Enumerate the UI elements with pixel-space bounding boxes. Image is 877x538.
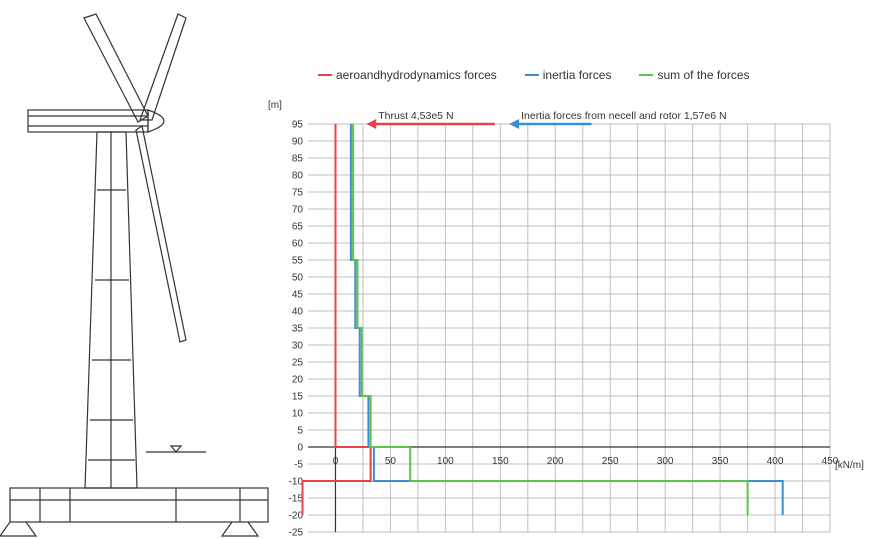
annotation-label-inertia: Inertia forces from necell and rotor 1,5… bbox=[521, 110, 726, 122]
legend-swatch-aero bbox=[318, 74, 332, 76]
y-tick-label: 35 bbox=[292, 324, 304, 335]
y-tick-label: 20 bbox=[292, 375, 304, 386]
series-line-aero bbox=[301, 124, 372, 515]
legend-item-inertia: inertia forces bbox=[524, 68, 612, 82]
annotation-arrowhead-aero bbox=[366, 119, 377, 129]
base-foot-right bbox=[220, 521, 260, 537]
x-tick-label: 350 bbox=[712, 456, 729, 467]
legend-label-inertia: inertia forces bbox=[542, 68, 612, 82]
legend-swatch-inertia bbox=[524, 74, 539, 76]
turbine-blade-upper-left bbox=[83, 13, 149, 123]
y-tick-label: 45 bbox=[292, 290, 304, 301]
x-tick-label: 150 bbox=[492, 456, 509, 467]
x-tick-label: 400 bbox=[767, 456, 784, 467]
x-tick-label: 450 bbox=[822, 456, 839, 467]
x-axis-label: [kN/m] bbox=[835, 460, 864, 471]
turbine-blade-lower bbox=[135, 125, 187, 343]
legend-item-aero: aeroandhydrodynamics forces bbox=[318, 68, 497, 82]
water-level-icon bbox=[169, 445, 183, 453]
x-tick-label: 100 bbox=[437, 456, 454, 467]
y-tick-label: -25 bbox=[289, 528, 304, 538]
chart-annotations: Thrust 4,53e5 N Inertia forces from necel… bbox=[366, 110, 727, 129]
y-tick-label: 95 bbox=[292, 120, 304, 131]
y-tick-label: 5 bbox=[297, 426, 303, 437]
y-tick-label: 25 bbox=[292, 358, 304, 369]
y-axis-label: [m] bbox=[268, 100, 282, 111]
y-tick-label: -5 bbox=[294, 460, 303, 471]
y-tick-label: -20 bbox=[289, 511, 304, 522]
y-tick-label: -15 bbox=[289, 494, 304, 505]
legend-swatch-sum bbox=[639, 74, 654, 76]
y-tick-label: 10 bbox=[292, 409, 304, 420]
chart-grid bbox=[308, 123, 831, 533]
y-tick-label: 75 bbox=[292, 188, 304, 199]
hub bbox=[147, 109, 165, 133]
y-tick-label: -10 bbox=[289, 477, 304, 488]
x-tick-label: 250 bbox=[602, 456, 619, 467]
force-chart: 95908580757065605550454035302520151050-5… bbox=[268, 100, 864, 538]
x-tick-label: 300 bbox=[657, 456, 674, 467]
x-tick-label: 200 bbox=[547, 456, 564, 467]
y-tick-label: 80 bbox=[292, 171, 304, 182]
chart-legend: aeroandhydrodynamics forces inertia forc… bbox=[318, 68, 750, 82]
legend-label-aero: aeroandhydrodynamics forces bbox=[336, 68, 497, 82]
floating-base bbox=[9, 487, 269, 523]
y-tick-label: 90 bbox=[292, 137, 304, 148]
y-tick-label: 40 bbox=[292, 307, 304, 318]
y-tick-label: 50 bbox=[292, 273, 304, 284]
base-foot-left bbox=[0, 521, 38, 537]
y-tick-label: 70 bbox=[292, 205, 304, 216]
chart-series bbox=[301, 124, 784, 515]
y-tick-label: 85 bbox=[292, 154, 304, 165]
turbine-blade-upper-right bbox=[139, 13, 187, 121]
annotation-arrowhead-inertia bbox=[509, 119, 520, 129]
series-line-sum bbox=[352, 124, 749, 515]
y-tick-label: 30 bbox=[292, 341, 304, 352]
legend-label-sum: sum of the forces bbox=[657, 68, 750, 82]
y-tick-label: 60 bbox=[292, 239, 304, 250]
wind-turbine-drawing bbox=[0, 13, 269, 537]
y-tick-label: 65 bbox=[292, 222, 304, 233]
y-tick-label: 15 bbox=[292, 392, 304, 403]
annotation-label-aero: Thrust 4,53e5 N bbox=[378, 110, 453, 122]
y-tick-label: 55 bbox=[292, 256, 304, 267]
y-tick-label: 0 bbox=[297, 443, 303, 454]
x-tick-label: 50 bbox=[385, 456, 397, 467]
nacelle bbox=[27, 109, 149, 133]
legend-item-sum: sum of the forces bbox=[639, 68, 750, 82]
